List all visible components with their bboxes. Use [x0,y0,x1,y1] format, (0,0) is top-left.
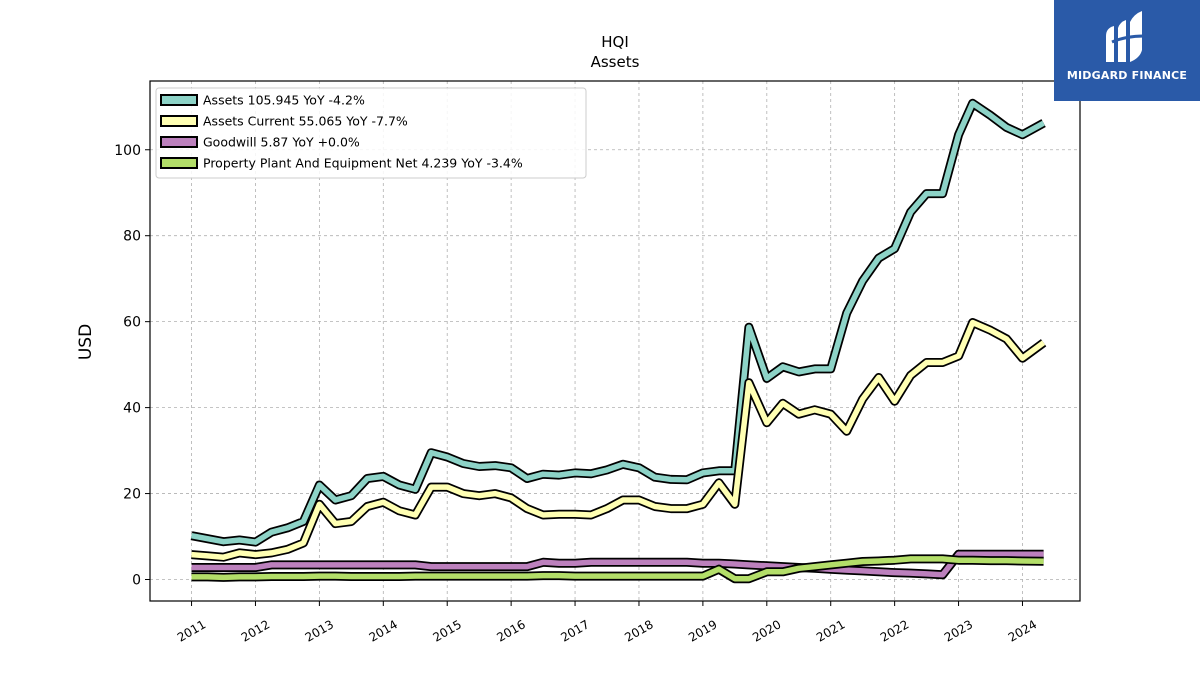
legend-entry-assets: Assets 105.945 YoY -4.2% [203,93,365,108]
y-tick-label: 60 [123,315,141,331]
legend-swatch-goodwill [160,136,198,148]
x-tick-label: 2016 [494,617,527,644]
x-tick-label: 2022 [878,617,911,644]
midgard-m-logo-icon [1106,11,1145,62]
x-tick-label: 2013 [303,617,336,644]
x-tick-label: 2018 [622,617,655,644]
y-tick-label: 80 [123,229,141,245]
chart-title: HQI [601,33,629,51]
plot-frame [149,80,1081,602]
y-tick-label: 40 [123,401,141,417]
x-tick-label: 2012 [239,617,272,644]
legend-swatch-property-plant-and-equipment-net [160,157,198,169]
y-tick-label: 20 [123,487,141,503]
legend-box [155,87,587,179]
y-tick-label: 0 [132,573,141,589]
x-tick-label: 2020 [750,617,783,644]
series-lines [190,98,1047,584]
y-tick-label: 100 [114,143,141,159]
x-tick-label: 2023 [942,617,975,644]
chart-subtitle: Assets [591,53,640,71]
series-line-assets [190,100,1045,545]
legend-entry-property-plant-and-equipment-net: Property Plant And Equipment Net 4.239 Y… [203,156,523,171]
series-line-assets-current [191,319,1046,560]
series-line-goodwill [191,551,1044,578]
x-tick-label: 2015 [430,617,463,644]
legend-swatch-assets [160,94,198,106]
x-tick-label: 2021 [814,617,847,644]
x-tick-label: 2024 [1006,617,1039,644]
series-line-property-plant-and-equipment-net [191,556,1044,582]
y-axis-label: USD [76,324,96,360]
midgard-finance-logo: MIDGARD FINANCE [1054,0,1200,101]
x-tick-label: 2019 [686,617,719,644]
x-tick-label: 2011 [175,617,208,644]
legend-entry-assets-current: Assets Current 55.065 YoY -7.7% [203,114,408,129]
legend-entry-goodwill: Goodwill 5.87 YoY +0.0% [203,135,360,150]
legend-swatch-assets-current [160,115,198,127]
logo-text: MIDGARD FINANCE [1066,69,1188,82]
legend: Assets 105.945 YoY -4.2% Assets Current 5… [155,87,587,179]
x-tick-label: 2017 [558,617,591,644]
x-tick-label: 2014 [367,617,400,644]
